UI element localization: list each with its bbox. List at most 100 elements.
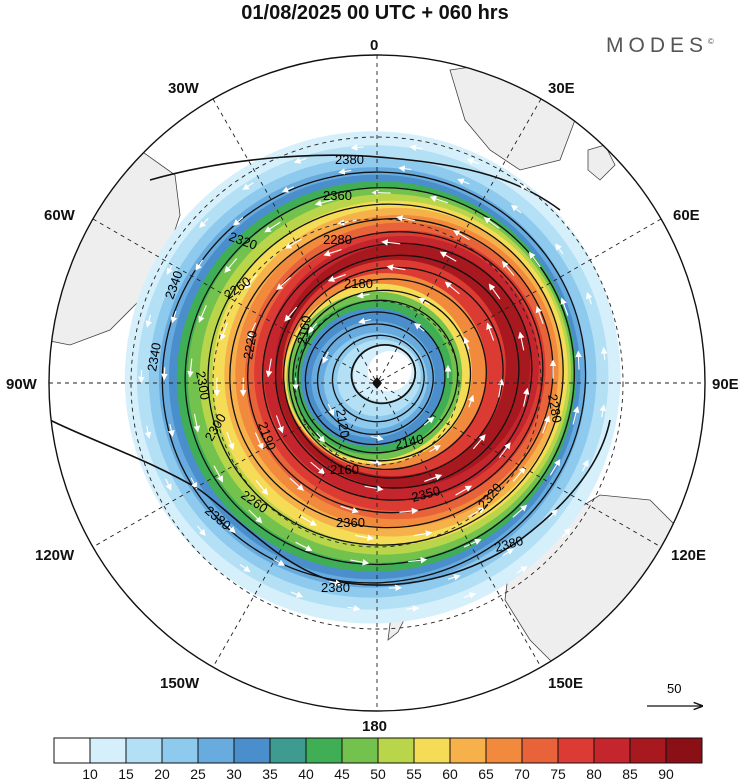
wind-arrow (193, 413, 201, 433)
wind-arrow (510, 204, 522, 214)
colorbar-tick-label: 50 (370, 766, 386, 782)
pole-marker-icon (372, 377, 382, 389)
wind-arrow (413, 530, 433, 537)
lon-label-180: 180 (362, 718, 387, 735)
wind-arrow (350, 144, 364, 151)
wind-arrow (290, 591, 304, 598)
lon-label-150w: 150W (160, 675, 200, 692)
contour-labels: 2380 2360 2320 2280 2180 2340 2260 2160 … (144, 152, 565, 595)
contour-label: 2280 (323, 232, 352, 247)
wind-arrow (199, 218, 209, 228)
contour-label: 2360 (323, 188, 352, 203)
wind-arrow (295, 541, 313, 552)
wind-arrow (488, 283, 501, 300)
contour-label: 2340 (144, 341, 164, 372)
contour-label: 2360 (336, 515, 365, 530)
wind-arrow (483, 217, 500, 229)
wind-arrow (618, 317, 626, 331)
colorbar-ticks: 10 15 20 25 30 35 40 45 50 55 60 65 70 75 80 85 90 (82, 766, 674, 782)
lon-label-150e: 150E (548, 675, 583, 692)
wind-arrow (226, 523, 236, 534)
colorbar-boxes (53, 737, 703, 764)
colorbar-box (125, 737, 163, 764)
wind-arrow (300, 515, 317, 526)
wind-arrow (224, 258, 238, 273)
wind-arrow (364, 485, 384, 492)
wind-arrow (239, 563, 251, 573)
colorbar-tick-label: 15 (118, 766, 134, 782)
contour-label: 2380 (335, 152, 364, 167)
wind-arrow (242, 182, 254, 190)
colorbar-tick-label: 25 (190, 766, 206, 782)
lon-label-120e: 120E (671, 547, 706, 564)
wind-arrow (548, 508, 558, 520)
wind-arrow (161, 367, 168, 381)
wind-arrow (219, 322, 228, 341)
colorbar-box (449, 737, 487, 764)
wind-arrow (273, 558, 285, 566)
wind-arrow (213, 465, 224, 483)
wind-arrow (512, 466, 526, 482)
wind-arrow (369, 459, 383, 467)
lon-label-90e: 90E (712, 376, 739, 393)
wind-arrow (457, 178, 470, 185)
contour-label: 2280 (545, 393, 565, 424)
wind-arrow (370, 434, 384, 442)
wind-arrow (463, 592, 477, 599)
colorbar-tick-label: 35 (262, 766, 278, 782)
wind-arrow (549, 458, 561, 476)
colorbar-box (305, 737, 343, 764)
colorbar-box (485, 737, 523, 764)
wind-arrow (409, 144, 423, 152)
colorbar-box (341, 737, 379, 764)
wind-arrow (467, 394, 475, 408)
wind-arrow (535, 305, 544, 325)
colorbar-tick-label: 20 (154, 766, 170, 782)
colorbar-box (629, 737, 667, 764)
wind-arrow (502, 548, 514, 556)
wind-arrow (314, 199, 334, 207)
contour-label: 2220 (240, 329, 260, 360)
lon-label-30e: 30E (548, 80, 575, 97)
wind-arrow (381, 239, 401, 246)
contour-label: 2140 (394, 431, 425, 452)
wind-arrow (168, 424, 175, 438)
wind-arrow (517, 331, 525, 351)
wind-arrow (466, 158, 480, 165)
brand-text: MODES (606, 34, 709, 57)
wind-arrow (196, 525, 206, 537)
colorbar-box (233, 737, 271, 764)
wind-arrow (424, 474, 443, 482)
wind-arrow (542, 415, 551, 434)
wind-arrow (358, 317, 372, 325)
colorbar-box (197, 737, 235, 764)
wind-arrow (560, 297, 569, 316)
land-madagascar (587, 144, 616, 181)
wind-arrow (512, 504, 528, 518)
wind-arrow (323, 248, 342, 257)
wind-arrow (293, 157, 307, 164)
wind-arrow (598, 265, 605, 278)
lon-label-0: 0 (370, 37, 378, 54)
wind-arrow (329, 579, 342, 586)
colorbar-box (269, 737, 307, 764)
wind-arrow (501, 260, 515, 276)
wind-arrow (265, 358, 273, 378)
wind-arrow (281, 186, 294, 193)
wind-arrow (350, 559, 370, 566)
wind-arrow (414, 322, 425, 332)
wind-arrow (499, 442, 511, 458)
wind-arrow (144, 425, 152, 439)
wind-arrow (429, 445, 441, 453)
wind-arrow (226, 431, 235, 451)
wind-arrow (519, 183, 531, 193)
wind-arrow (145, 314, 152, 328)
wind-arrow (322, 351, 329, 364)
wind-arrow (247, 322, 257, 341)
colorbar-box (89, 737, 127, 764)
contour-label: 2380 (493, 533, 525, 555)
wind-arrow (327, 274, 346, 282)
wind-arrow (528, 251, 541, 268)
wind-arrow (355, 534, 375, 541)
